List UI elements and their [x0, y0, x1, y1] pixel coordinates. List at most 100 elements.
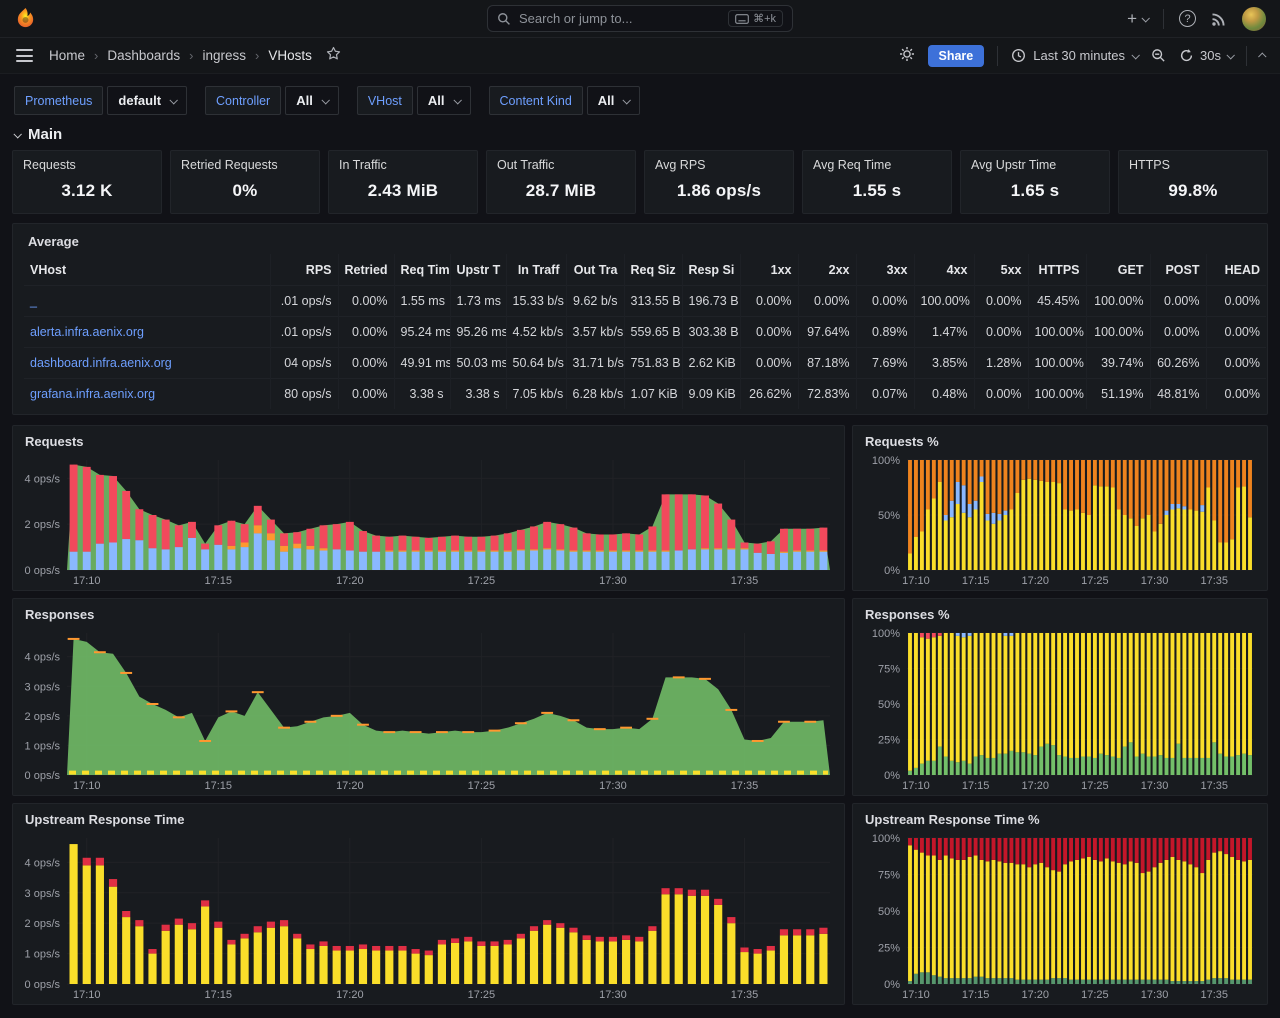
requests-chart[interactable]: 0 ops/s 2 ops/s 4 ops/s 17:10 17:15 17:20 17:2…	[21, 454, 836, 587]
column-header-req-tim[interactable]: Req Tim	[393, 254, 450, 286]
column-header-3xx[interactable]: 3xx	[855, 254, 914, 286]
table-cell: 0.00%	[855, 285, 914, 317]
stat-panel-in-traffic[interactable]: In Traffic 2.43 MiB	[328, 150, 478, 214]
divider	[1246, 45, 1247, 66]
column-header-2xx[interactable]: 2xx	[797, 254, 856, 286]
requests-chart-svg: 0 ops/s 2 ops/s 4 ops/s 17:10 17:15 17:20 17:2…	[25, 460, 830, 587]
svg-text:1 ops/s: 1 ops/s	[25, 949, 61, 961]
column-header-vhost[interactable]: VHost	[30, 263, 67, 277]
svg-text:17:15: 17:15	[962, 780, 990, 792]
table-cell: 3.38 s	[393, 378, 450, 409]
column-header-1xx[interactable]: 1xx	[739, 254, 798, 286]
svg-text:17:10: 17:10	[73, 780, 101, 792]
vhost-link[interactable]: dashboard.infra.aenix.org	[30, 356, 172, 370]
column-header-5xx[interactable]: 5xx	[973, 254, 1028, 286]
stat-panel-out-traffic[interactable]: Out Traffic 28.7 MiB	[486, 150, 636, 214]
refresh-interval-picker[interactable]: 30s	[1179, 48, 1235, 63]
variable-label-controller: Controller	[205, 86, 282, 115]
zoom-out-icon[interactable]	[1151, 48, 1166, 63]
column-header-req-siz[interactable]: Req Siz	[623, 254, 682, 286]
panel-title[interactable]: Requests %	[865, 434, 939, 449]
share-button[interactable]: Share	[927, 44, 985, 67]
column-header-head[interactable]: HEAD	[1205, 254, 1266, 286]
help-glyph: ?	[1184, 12, 1191, 25]
stat-panel-avg-rps[interactable]: Avg RPS 1.86 ops/s	[644, 150, 794, 214]
user-avatar[interactable]	[1242, 6, 1266, 31]
breadcrumb-home[interactable]: Home	[49, 48, 86, 63]
help-icon[interactable]: ?	[1179, 10, 1196, 27]
table-cell: 1.28%	[973, 347, 1028, 379]
svg-text:25%: 25%	[878, 943, 900, 955]
svg-text:17:15: 17:15	[205, 989, 233, 1001]
stat-panel-avg-upstr-time[interactable]: Avg Upstr Time 1.65 s	[960, 150, 1110, 214]
content-kind-select[interactable]: All	[586, 86, 641, 115]
table-cell: 1.55 ms	[393, 285, 450, 317]
controller-select[interactable]: All	[285, 86, 339, 115]
panel-title[interactable]: Upstream Response Time %	[865, 812, 1040, 827]
vhost-select[interactable]: All	[416, 86, 471, 115]
content-kind-picker: Content Kind All	[488, 86, 641, 115]
panel-title[interactable]: Requests	[25, 434, 84, 449]
datasource-select[interactable]: default	[107, 86, 188, 115]
panel-title[interactable]: Upstream Response Time	[25, 812, 185, 827]
collapse-toolbar-chevron-icon[interactable]	[1258, 51, 1267, 61]
column-header-rps[interactable]: RPS	[269, 254, 338, 286]
panel-title[interactable]: Responses	[25, 607, 95, 622]
chart-row-upstream: Upstream Response Time 0 ops/s 1 ops/s 2 o…	[12, 803, 1268, 1005]
plus-icon: +	[1127, 8, 1137, 28]
table-cell: 6.28 kb/s	[565, 378, 624, 409]
responses-pct-chart-svg: 0% 25% 50% 75% 100% 17:10 17:15 17:20 17:25 17:30…	[872, 628, 1253, 792]
time-range-picker[interactable]: Last 30 minutes	[1011, 48, 1140, 63]
column-header-retried[interactable]: Retried	[337, 254, 394, 286]
search-input[interactable]: Search or jump to... ⌘+k	[487, 5, 793, 32]
column-header-get[interactable]: GET	[1085, 254, 1150, 286]
svg-text:2 ops/s: 2 ops/s	[25, 918, 61, 930]
panel-title[interactable]: Responses %	[865, 607, 950, 622]
column-header-in-traff[interactable]: In Traff	[505, 254, 566, 286]
breadcrumb-folder[interactable]: ingress	[202, 48, 247, 63]
vhost-link[interactable]: alerta.infra.aenix.org	[30, 325, 144, 339]
column-header-out-tra[interactable]: Out Tra	[565, 254, 624, 286]
table-cell: 1.47%	[913, 316, 974, 348]
column-header-post[interactable]: POST	[1149, 254, 1206, 286]
column-header-resp-si[interactable]: Resp Si	[681, 254, 740, 286]
column-header-https[interactable]: HTTPS	[1027, 254, 1086, 286]
menu-icon[interactable]	[14, 45, 35, 66]
row-section-main[interactable]: Main	[13, 126, 1266, 143]
controller-value: All	[296, 93, 313, 108]
grafana-logo-icon[interactable]	[14, 7, 38, 31]
requests-pct-chart-svg: 0% 50% 100% 17:10 17:15 17:20 17:25 17:30 17:35	[872, 455, 1253, 587]
vhost-link[interactable]: grafana.infra.aenix.org	[30, 387, 156, 401]
breadcrumb-dashboards[interactable]: Dashboards	[107, 48, 181, 63]
chevron-down-icon	[1131, 50, 1140, 60]
vhost-link[interactable]: _	[30, 294, 37, 308]
stat-value: 1.65 s	[1010, 181, 1060, 200]
responses-chart[interactable]: 0 ops/s 1 ops/s 2 ops/s 3 ops/s 4 ops/s 17:10…	[21, 627, 836, 792]
top-navigation-bar: Search or jump to... ⌘+k + ?	[0, 0, 1280, 38]
table-cell: 0.00%	[1205, 378, 1266, 409]
news-rss-icon[interactable]	[1211, 11, 1227, 27]
svg-text:4 ops/s: 4 ops/s	[25, 473, 61, 485]
upstream-chart[interactable]: 0 ops/s 1 ops/s 2 ops/s 3 ops/s 4 ops/s 17:10…	[21, 832, 836, 1001]
add-new-button[interactable]: +	[1127, 8, 1150, 29]
column-header-4xx[interactable]: 4xx	[913, 254, 974, 286]
panel-title[interactable]: Average	[28, 234, 79, 249]
stat-panel-avg-req-time[interactable]: Avg Req Time 1.55 s	[802, 150, 952, 214]
stat-panel-requests[interactable]: Requests 3.12 K	[12, 150, 162, 214]
upstream-pct-chart[interactable]: 0% 25% 50% 75% 100% 17:10 17:15 17:20 17:25 17:30…	[861, 832, 1259, 1001]
stat-panel-https[interactable]: HTTPS 99.8%	[1118, 150, 1268, 214]
svg-text:17:25: 17:25	[1081, 989, 1109, 1001]
table-row: grafana.infra.aenix.org 80 ops/s 0.00% 3.38…	[24, 378, 1266, 409]
svg-text:17:10: 17:10	[73, 989, 101, 1001]
column-header-upstr-t[interactable]: Upstr T	[449, 254, 506, 286]
section-title: Main	[28, 126, 63, 143]
table-cell: 04 ops/s	[269, 347, 338, 379]
responses-pct-chart[interactable]: 0% 25% 50% 75% 100% 17:10 17:15 17:20 17:25 17:30…	[861, 627, 1259, 792]
stat-panel-retried-requests[interactable]: Retried Requests 0%	[170, 150, 320, 214]
dashboard-settings-gear-icon[interactable]	[899, 46, 915, 65]
table-cell: 9.62 b/s	[565, 285, 624, 317]
breadcrumb-separator: ›	[255, 48, 260, 63]
stat-value: 28.7 MiB	[525, 181, 597, 200]
requests-pct-chart[interactable]: 0% 50% 100% 17:10 17:15 17:20 17:25 17:30 17:35	[861, 454, 1259, 587]
favorite-star-icon[interactable]	[326, 46, 341, 65]
